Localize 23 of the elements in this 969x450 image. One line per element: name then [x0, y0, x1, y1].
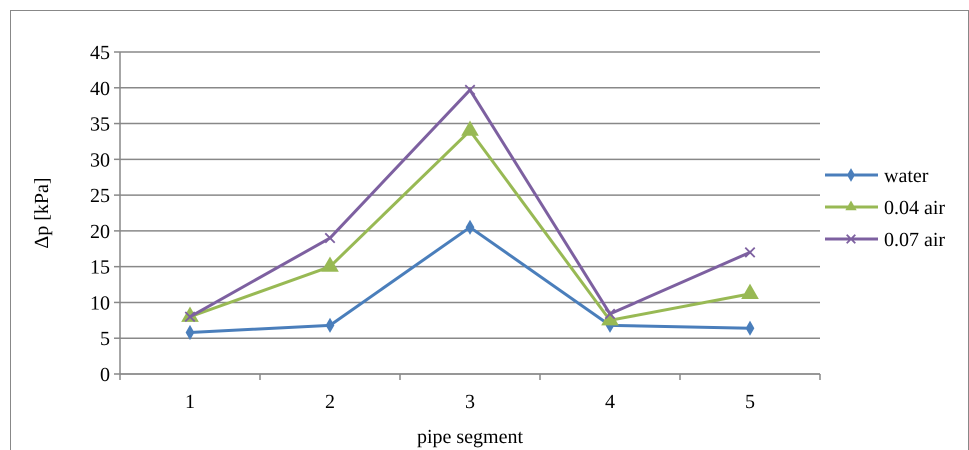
y-tick-label: 30: [90, 149, 110, 172]
legend-label: water: [884, 165, 929, 187]
x-axis-title: pipe segment: [416, 426, 524, 448]
y-tick-label: 45: [90, 42, 110, 64]
y-tick-label: 20: [90, 220, 110, 243]
point: [744, 246, 756, 258]
x-tick-label: 1: [185, 391, 195, 413]
y-tick-label: 25: [90, 185, 110, 208]
y-tick-label: 40: [90, 78, 110, 100]
y-tick-label: 5: [100, 328, 110, 350]
y-tick-label: 15: [90, 256, 110, 279]
y-tick-label: 10: [90, 292, 110, 314]
y-axis-title: Δp [kPa]: [31, 177, 53, 249]
y-tick-label: 35: [90, 114, 110, 136]
x-tick-label: 3: [465, 391, 475, 413]
y-tick-label: 0: [100, 364, 110, 386]
x-tick-label: 2: [325, 391, 335, 413]
x-tick-label: 5: [745, 391, 755, 413]
point: [324, 232, 336, 244]
legend-label: 0.04 air: [884, 197, 946, 219]
x-tick-label: 4: [605, 391, 615, 413]
point: [464, 84, 476, 96]
legend-label: 0.07 air: [884, 229, 946, 251]
